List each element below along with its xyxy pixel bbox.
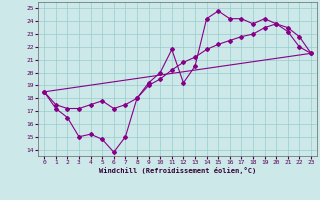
X-axis label: Windchill (Refroidissement éolien,°C): Windchill (Refroidissement éolien,°C)	[99, 167, 256, 174]
